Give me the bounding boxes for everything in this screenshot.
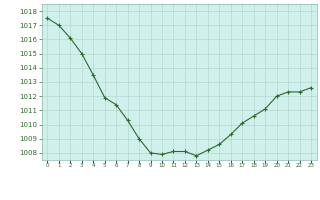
Text: Graphe pression niveau de la mer (hPa): Graphe pression niveau de la mer (hPa) <box>65 184 255 193</box>
